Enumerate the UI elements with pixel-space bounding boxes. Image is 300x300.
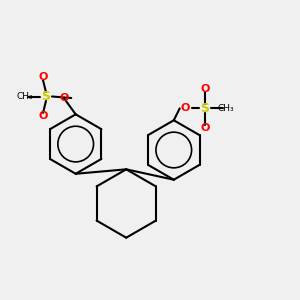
Text: S: S bbox=[200, 102, 209, 115]
Text: O: O bbox=[38, 72, 48, 82]
Text: O: O bbox=[38, 111, 48, 121]
Text: O: O bbox=[200, 84, 210, 94]
Text: CH₃: CH₃ bbox=[218, 104, 234, 113]
Text: O: O bbox=[200, 123, 210, 133]
Text: S: S bbox=[41, 90, 50, 103]
Text: CH₃: CH₃ bbox=[17, 92, 34, 101]
Text: O: O bbox=[59, 93, 68, 103]
Text: O: O bbox=[181, 103, 190, 113]
